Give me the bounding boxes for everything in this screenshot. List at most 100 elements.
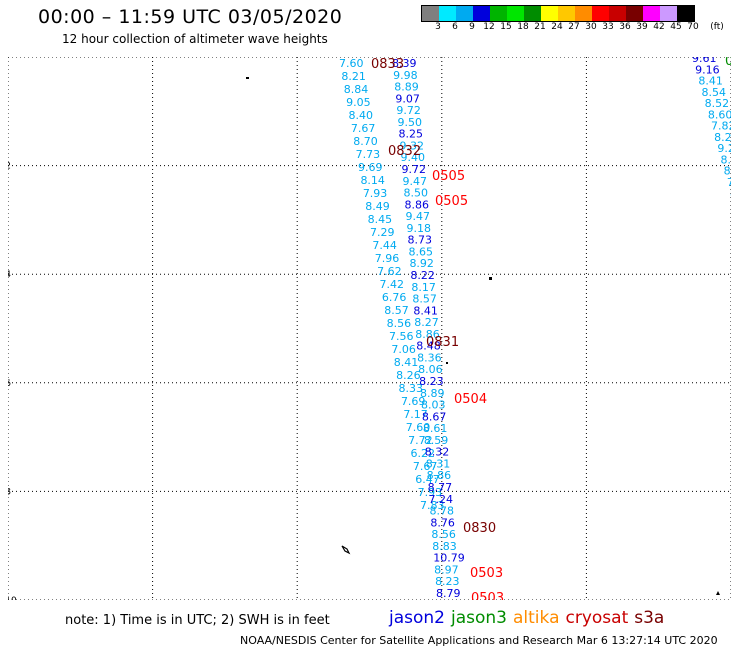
swh-value: 7.72 [408, 434, 433, 447]
swh-value: 7.62 [377, 265, 402, 278]
legend-level-label: 27 [568, 22, 580, 32]
swh-value: 10.79 [433, 552, 465, 565]
satellite-label-jason3: jason3 [451, 608, 507, 628]
swh-value: 8.54 [702, 86, 727, 99]
swh-value: 8.65 [408, 245, 433, 258]
swh-value: 8.14 [360, 174, 385, 187]
lat-tick-label: -4 [8, 270, 11, 280]
swh-value: 8.45 [368, 213, 393, 226]
swh-value: 8.50 [404, 187, 429, 200]
swh-value: 9.05 [346, 96, 371, 109]
map-plot: 0-2-4-6-8-10-165-162-159-156-153-1507.60… [8, 57, 731, 600]
legend-level-label: 36 [619, 22, 631, 32]
swh-value: 7.82 [711, 120, 731, 133]
legend-swatch-6 [524, 6, 541, 21]
swh-value: 8.40 [349, 109, 374, 122]
legend-level-label: 45 [670, 22, 682, 32]
legend-level-label: 9 [469, 22, 475, 32]
swh-value: 8.78 [429, 505, 454, 518]
legend-level-label: 42 [653, 22, 665, 32]
swh-value: 7.44 [372, 239, 397, 252]
swh-value: 8.67 [422, 410, 447, 423]
swh-value: 8.77 [428, 481, 453, 494]
swh-value: 9.72 [396, 104, 421, 117]
swh-value: 8.89 [394, 81, 419, 94]
swh-value: 9.47 [403, 175, 428, 188]
legend-swatch-14 [660, 6, 677, 21]
swh-value: 8.41 [394, 356, 419, 369]
legend-level-label: 30 [585, 22, 597, 32]
swh-value: 7.83 [420, 499, 445, 512]
swh-value: 6.76 [382, 291, 407, 304]
swh-value: 7.56 [389, 330, 414, 343]
swh-value: 7.93 [363, 187, 388, 200]
note-text: note: 1) Time is in UTC; 2) SWH is in fe… [65, 613, 330, 628]
swh-value: 8.26 [396, 369, 421, 382]
map-title: 00:00 – 11:59 UTC 03/05/2020 [38, 6, 343, 28]
legend-swatch-1 [439, 6, 456, 21]
swh-value: 7.93 [418, 486, 443, 499]
swh-value: 9.47 [406, 210, 431, 223]
swh-value: 8.03 [421, 399, 446, 412]
swh-value: 9.50 [397, 116, 422, 129]
island-speck [716, 591, 720, 595]
time-label: 0832 [388, 144, 421, 159]
lat-tick-label: -6 [8, 379, 11, 389]
swh-value: 8.33 [399, 382, 424, 395]
legend-swatch-0 [422, 6, 439, 21]
swh-value: 7.96 [375, 252, 400, 265]
legend-level-label: 24 [551, 22, 563, 32]
legend-swatch-7 [541, 6, 558, 21]
legend-level-label: 33 [602, 22, 614, 32]
satellite-legend: jason2 jason3 altika cryosat s3a [389, 608, 670, 628]
swh-value: 9.16 [695, 63, 720, 76]
swh-value: 8.17 [411, 281, 436, 294]
lat-tick-label: -8 [8, 487, 11, 497]
legend-labels: 3 6 9 12 15 18 21 24 27 30 33 36 39 42 45 70 (ft) [421, 22, 740, 34]
swh-value: 9.07 [395, 92, 420, 105]
swh-value: 8.92 [409, 257, 434, 270]
swh-value: 8.27 [414, 316, 439, 329]
swh-value: 6.22 [410, 447, 435, 460]
swh-value: 9.98 [393, 69, 418, 82]
swh-value: 7.73 [356, 148, 381, 161]
swh-value: 8.76 [430, 516, 455, 529]
legend-level-label: 18 [517, 22, 529, 32]
legend-swatch-9 [575, 6, 592, 21]
legend-swatch-10 [592, 6, 609, 21]
legend-level-label: 39 [636, 22, 648, 32]
map-canvas: 0-2-4-6-8-10-165-162-159-156-153-1507.60… [8, 57, 731, 600]
legend-swatch-3 [473, 6, 490, 21]
swh-value: 8.22 [410, 269, 435, 282]
swh-value: 8.06 [418, 363, 443, 376]
swh-value: 8.23 [714, 131, 731, 144]
satellite-label-altika: altika [513, 608, 560, 628]
time-label: 0503 [470, 566, 503, 581]
swh-value: 8.39 [392, 57, 417, 70]
legend-level-label: 12 [483, 22, 495, 32]
island-speck [246, 77, 249, 79]
swh-value: 8.60 [708, 108, 731, 121]
swh-value: 7.24 [429, 493, 454, 506]
time-label: 0504 [454, 392, 487, 407]
swh-value: 8.41 [413, 304, 438, 317]
swh-value: 7.06 [391, 343, 416, 356]
swh-value: 8.59 [424, 434, 449, 447]
swh-value: 8.32 [425, 446, 450, 459]
swh-value: 9.18 [407, 222, 432, 235]
swh-value: 8.86 [405, 198, 430, 211]
swh-value: 8.1 [724, 165, 731, 178]
legend-unit: (ft) [710, 22, 724, 32]
swh-value: 8.57 [384, 304, 409, 317]
swh-value: 8.44 [721, 153, 732, 166]
legend-level-label: 70 [687, 22, 699, 32]
swh-value: 8.41 [698, 75, 723, 88]
lat-tick-label: -2 [8, 162, 11, 172]
legend-swatch-11 [609, 6, 626, 21]
swh-value: 8.56 [431, 528, 456, 541]
swh-value: 8.89 [420, 387, 445, 400]
swh-value: 8.70 [353, 135, 378, 148]
swh-value: 7.42 [380, 278, 405, 291]
swh-value: 7.29 [370, 226, 395, 239]
swh-value: 8.52 [705, 97, 730, 110]
